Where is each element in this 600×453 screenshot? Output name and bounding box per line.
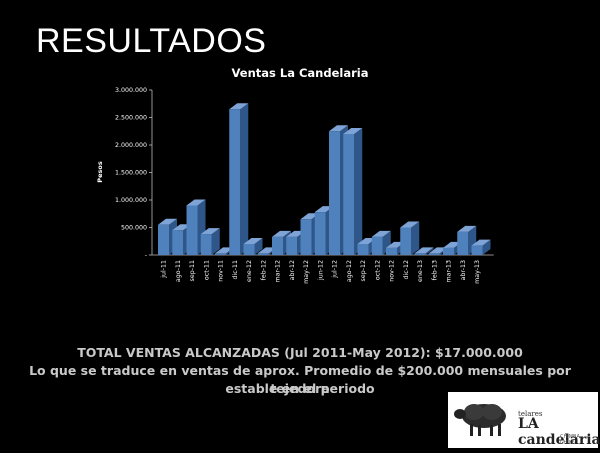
- bars: [158, 103, 491, 255]
- bar-top: [186, 199, 206, 206]
- x-tick-label: ene-12: [246, 260, 253, 282]
- chart-title: Ventas La Candelaria: [232, 66, 369, 80]
- y-tick-label: 3.000.000: [115, 87, 147, 94]
- bar-front: [229, 109, 241, 255]
- x-tick-labels: jul-11 ago-11 sep-11 oct-11 nov-11 dic-11 ene-…: [161, 260, 482, 284]
- y-tick-label: 500.000: [121, 225, 147, 232]
- y-tick-label: -: [145, 252, 147, 259]
- bar-front: [343, 134, 355, 255]
- x-tick-label: nov-11: [218, 260, 225, 282]
- x-tick-label: sep-11: [189, 260, 196, 281]
- bar-front: [457, 231, 469, 255]
- x-tick-label: jul-11: [161, 260, 168, 279]
- x-tick-label: ene-13: [417, 260, 424, 282]
- x-tick-label: abr-13: [460, 260, 467, 280]
- x-tick-label: dic-12: [403, 260, 410, 280]
- y-tick-label: 2.000.000: [115, 142, 147, 149]
- bar-top: [371, 230, 391, 237]
- bar-front: [158, 224, 169, 255]
- x-tick-label: jun-12: [317, 260, 324, 281]
- average-sales-caption: Lo que se traduce en ventas de aprox. Pr…: [29, 363, 571, 396]
- x-tick-label: feb-12: [260, 260, 267, 280]
- total-sales-caption: TOTAL VENTAS ALCANZADAS (Jul 2011-May 20…: [77, 345, 523, 360]
- bar-side: [425, 247, 434, 255]
- x-tick-label: mar-13: [446, 260, 453, 282]
- x-tick-label: oct-12: [374, 260, 381, 280]
- bar-front: [386, 247, 397, 255]
- bar: [471, 239, 491, 255]
- bar-front: [286, 236, 298, 255]
- sales-chart: Ventas La Candelaria Pesos - 500.000 1.000…: [96, 66, 494, 284]
- bar: [400, 221, 420, 255]
- x-tick-label: sep-12: [360, 260, 367, 281]
- bar-front: [272, 236, 283, 255]
- average-sales-caption-cont: estable en el periodo: [225, 381, 375, 396]
- bar-front: [357, 244, 369, 255]
- bar-side: [411, 221, 420, 255]
- bar-top: [158, 218, 177, 225]
- bar-front: [215, 253, 226, 255]
- bar-front: [300, 219, 312, 255]
- x-tick-label: ago-11: [175, 260, 182, 282]
- bar-front: [371, 236, 383, 255]
- bar-front: [443, 247, 454, 255]
- x-tick-label: ago-12: [346, 260, 353, 282]
- bar-top: [400, 221, 420, 228]
- bar: [243, 238, 263, 255]
- y-tick-label: 2.500.000: [115, 115, 147, 122]
- bar: [200, 228, 220, 255]
- bar-top: [414, 247, 434, 254]
- bar-top: [272, 230, 291, 237]
- y-tick-labels: - 500.000 1.000.000 1.500.000 2.000.000 2.500…: [115, 87, 152, 259]
- la-candelaria-logo: telares LA candelaria CHIMBA · CHILE: [448, 392, 600, 448]
- bar-side: [482, 239, 491, 255]
- x-tick-label: dic-11: [232, 260, 239, 280]
- slide-title: RESULTADOS: [36, 22, 267, 60]
- bar-front: [257, 253, 269, 255]
- x-tick-label: abr-12: [289, 260, 296, 280]
- x-tick-label: oct-11: [203, 260, 210, 280]
- logo-text-brand: LA candelaria: [518, 416, 600, 448]
- x-tick-label: may-13: [474, 260, 481, 284]
- bar-top: [243, 238, 263, 244]
- logo-text-telares: telares: [518, 410, 543, 418]
- x-tick-label: nov-12: [389, 260, 396, 282]
- bar: [343, 128, 363, 255]
- bar-side: [354, 128, 363, 255]
- y-axis-label: Pesos: [96, 161, 104, 183]
- bar-side: [211, 228, 220, 255]
- x-tick-label: may-12: [303, 260, 310, 284]
- x-tick-label: mar-12: [275, 260, 282, 282]
- bar-top: [229, 103, 249, 110]
- bar-front: [414, 253, 426, 255]
- bar-front: [329, 131, 340, 255]
- bar-side: [240, 103, 249, 255]
- bar-front: [172, 230, 184, 255]
- y-tick-label: 1.000.000: [115, 197, 147, 204]
- sheep-icon: [454, 404, 506, 436]
- bar-front: [314, 212, 326, 255]
- bar-top: [457, 225, 477, 232]
- bar-top: [329, 125, 348, 132]
- y-tick-label: 1.500.000: [115, 170, 147, 177]
- logo-text-place: CHIMBA · CHILE: [560, 434, 584, 446]
- bar-front: [428, 253, 440, 255]
- bar-top: [200, 228, 220, 235]
- bar: [229, 103, 249, 255]
- bar-top: [343, 128, 363, 134]
- bar: [414, 247, 434, 255]
- x-tick-label: jul-12: [332, 260, 339, 279]
- bar-front: [186, 205, 198, 255]
- bar-front: [471, 245, 483, 255]
- bar-front: [200, 234, 212, 255]
- bar-side: [254, 238, 263, 255]
- bar-front: [400, 227, 412, 255]
- bar-front: [243, 244, 255, 255]
- x-tick-label: feb-13: [431, 260, 438, 280]
- bar-top: [471, 239, 491, 246]
